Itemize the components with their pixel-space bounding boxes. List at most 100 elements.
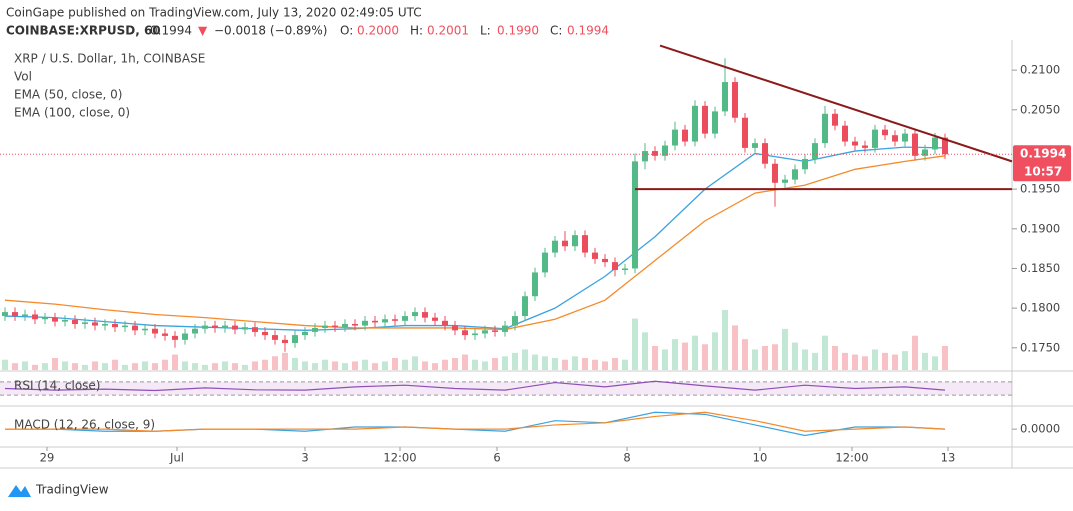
chart-legend: XRP / U.S. Dollar, 1h, COINBASE Vol bbox=[14, 52, 205, 84]
candle-body bbox=[302, 331, 308, 336]
volume-bar bbox=[662, 349, 668, 370]
candle-body bbox=[292, 335, 298, 344]
candle-body bbox=[242, 327, 248, 330]
volume-bar bbox=[862, 356, 868, 370]
candle-body bbox=[202, 325, 208, 329]
candle-body bbox=[42, 317, 48, 320]
volume-bar bbox=[762, 346, 768, 370]
candle-body bbox=[342, 323, 348, 328]
candle-body bbox=[792, 169, 798, 180]
candle-body bbox=[182, 333, 188, 340]
candle-body bbox=[112, 323, 118, 328]
candle-body bbox=[812, 143, 818, 159]
candle-body bbox=[62, 320, 68, 322]
volume-bar bbox=[352, 361, 358, 370]
volume-bar bbox=[22, 361, 28, 370]
candle-body bbox=[582, 235, 588, 253]
ohlc-value: 0.2001 bbox=[427, 24, 469, 38]
volume-bar bbox=[682, 342, 688, 370]
candle-body bbox=[332, 325, 338, 328]
volume-bar bbox=[812, 352, 818, 370]
candle-body bbox=[562, 240, 568, 247]
volume-bar bbox=[112, 359, 118, 370]
candle-body bbox=[892, 135, 898, 142]
volume-bar bbox=[822, 335, 828, 370]
volume-bar bbox=[592, 359, 598, 370]
volume-bar bbox=[772, 344, 778, 370]
candle-body bbox=[52, 317, 58, 322]
volume-bar bbox=[672, 339, 678, 370]
candle-body bbox=[432, 317, 438, 321]
volume-bar bbox=[872, 349, 878, 370]
x-tick-label: 13 bbox=[941, 451, 956, 465]
candle-body bbox=[222, 325, 228, 328]
legend-entry: EMA (50, close, 0) bbox=[14, 88, 122, 102]
candle-body bbox=[592, 252, 598, 259]
y-tick-label: 0.1800 bbox=[1020, 301, 1060, 315]
y-tick-label: 0.1950 bbox=[1020, 182, 1060, 196]
candle-body bbox=[282, 339, 288, 344]
arrow: ▼ bbox=[198, 24, 208, 38]
candle-body bbox=[362, 320, 368, 326]
candle-body bbox=[492, 330, 498, 332]
candle-body bbox=[102, 323, 108, 326]
volume-bar bbox=[132, 363, 138, 370]
volume-bar bbox=[492, 358, 498, 370]
volume-bar bbox=[232, 363, 238, 370]
volume-bar bbox=[882, 352, 888, 370]
candle-body bbox=[12, 312, 18, 317]
brand: TradingView bbox=[35, 483, 109, 497]
rsi-label: RSI (14, close) bbox=[14, 379, 100, 393]
volume-bar bbox=[152, 363, 158, 370]
candle-body bbox=[22, 314, 28, 317]
candle-body bbox=[262, 331, 268, 336]
volume-bar bbox=[322, 359, 328, 370]
volume-bar bbox=[632, 318, 638, 370]
candle-body bbox=[32, 314, 38, 320]
ohlc-key: O: bbox=[340, 24, 353, 38]
volume-bar bbox=[542, 356, 548, 370]
volume-bar bbox=[422, 361, 428, 370]
candles bbox=[2, 58, 948, 352]
candle-body bbox=[82, 322, 88, 324]
volume-bar bbox=[622, 359, 628, 370]
volume-bar bbox=[382, 361, 388, 370]
candle-body bbox=[752, 143, 758, 148]
ohlc-key: L: bbox=[480, 24, 491, 38]
candle-body bbox=[762, 143, 768, 164]
candle-body bbox=[412, 312, 418, 317]
candle-body bbox=[462, 330, 468, 336]
volume-bar bbox=[192, 363, 198, 370]
volume-bar bbox=[842, 352, 848, 370]
volume-bar bbox=[922, 352, 928, 370]
candle-body bbox=[622, 268, 628, 271]
candle-body bbox=[452, 325, 458, 331]
candle-body bbox=[352, 323, 358, 326]
candle-body bbox=[732, 82, 738, 118]
candle-body bbox=[512, 316, 518, 326]
candle-body bbox=[312, 327, 318, 332]
candle-body bbox=[942, 137, 948, 155]
candle-body bbox=[932, 137, 938, 150]
volume-bar bbox=[752, 349, 758, 370]
volume-bar bbox=[52, 358, 58, 370]
volume-bar bbox=[552, 358, 558, 370]
volume-bar bbox=[362, 359, 368, 370]
volume-bar bbox=[782, 328, 788, 370]
volume-bar bbox=[142, 361, 148, 370]
candle-body bbox=[722, 82, 728, 112]
candle-body bbox=[602, 258, 608, 263]
macd-line bbox=[5, 411, 946, 432]
candle-body bbox=[832, 113, 838, 126]
rsi-line bbox=[4, 380, 946, 392]
volume-bar bbox=[472, 359, 478, 370]
rsi-band bbox=[0, 381, 1012, 396]
candle-body bbox=[572, 235, 578, 247]
volume-bar bbox=[342, 363, 348, 370]
volume-bar bbox=[292, 358, 298, 370]
candle-body bbox=[672, 129, 678, 146]
countdown: 10:57 bbox=[1024, 165, 1062, 179]
volume-bar bbox=[722, 310, 728, 370]
